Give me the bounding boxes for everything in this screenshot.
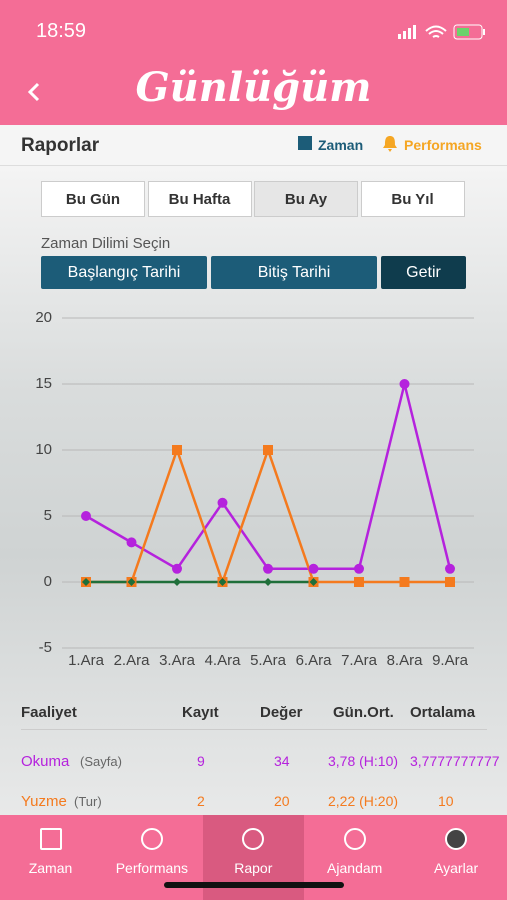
value-cell: 20 [274,793,290,809]
table-header: Gün.Ort. [333,704,394,721]
y-tick-label: -5 [39,639,52,656]
nav-label: Ayarlar [434,860,479,876]
x-tick-label: 3.Ara [159,652,196,669]
daily-cell: 3,78 (H:10) [328,753,399,769]
count-cell: 2 [197,793,205,809]
series-line [85,383,452,571]
app-title: Günlüğüm [135,64,372,111]
x-tick-label: 8.Ara [387,652,424,669]
x-tick-label: 6.Ara [296,652,333,669]
y-tick-label: 10 [35,441,52,458]
data-point [264,578,272,586]
x-tick-label: 5.Ara [250,652,287,669]
back-button[interactable] [24,80,44,104]
nav-icon [140,828,163,850]
data-point [263,445,273,455]
range-label: Zaman Dilimi Seçin [41,235,171,252]
average-cell: 3,7777777777 [410,753,500,769]
daily-cell: 2,22 (H:20) [328,793,399,809]
chart: -5 0 5 10 15 20 1.Ara 2.Ara 3.Ara 4.Ara 5.Ara 6.Ara… [35,309,474,669]
period-tab[interactable]: Bu Gün [41,181,145,217]
activity-unit: (Tur) [74,794,102,809]
x-tick-label: 4.Ara [205,652,242,669]
x-tick-label: 7.Ara [341,652,378,669]
bell-icon [383,136,397,152]
nav-label: Ajandam [327,860,383,876]
y-tick-label: 20 [35,309,52,326]
data-point [127,578,136,586]
data-point [354,577,364,587]
average-cell: 10 [438,793,454,809]
period-tab[interactable]: Bu Hafta [147,181,252,217]
zaman-icon [298,136,312,150]
activity-name: Okuma [21,753,70,770]
nav-icon [39,828,62,850]
nav-label: Zaman [28,860,73,876]
data-point [354,563,364,574]
header-bar [0,0,507,125]
fetch-button[interactable]: Getir [381,256,466,289]
data-point [399,577,410,587]
start-date-button[interactable]: Başlangıç Tarihi [41,256,207,289]
y-tick-label: 0 [44,573,52,590]
data-point [308,563,319,574]
home-indicator [164,882,344,888]
nav-item[interactable]: Zaman [0,815,101,900]
status-icons [398,24,485,40]
nav-item[interactable]: Ajandam [304,815,405,900]
status-time: 18:59 [36,20,87,42]
data-point [126,537,137,548]
data-point [445,563,455,574]
x-tick-label: 1.Ara [68,652,105,669]
nav-item[interactable]: Rapor [203,815,304,900]
data-point [218,578,227,586]
table-header: Kayıt [182,704,219,721]
table-header: Ortalama [410,704,476,721]
nav-icon [242,828,265,850]
table-header: Faaliyet [21,704,77,721]
nav-label: Rapor [234,860,273,876]
y-tick-label: 5 [44,507,52,524]
nav-icon [343,828,366,850]
data-point [217,497,228,508]
end-date-button[interactable]: Bitiş Tarihi [211,256,377,289]
performans-link[interactable]: Performans [404,137,482,153]
y-tick-label: 15 [35,375,52,392]
zaman-link[interactable]: Zaman [318,137,364,153]
data-point [263,563,273,574]
period-tab[interactable]: Bu Ay [254,181,358,217]
activity-name: Yuzme [21,793,67,810]
count-cell: 9 [197,753,205,769]
x-tick-label: 2.Ara [114,652,151,669]
period-tab[interactable]: Bu Yıl [360,181,465,217]
value-cell: 34 [274,753,290,769]
nav-label: Performans [115,860,189,876]
data-point [173,578,181,586]
table-header: Değer [260,704,303,721]
data-point [172,563,182,574]
data-point [172,445,182,455]
nav-icon [445,828,468,850]
page-title: Raporlar [21,135,100,156]
activity-unit: (Sayfa) [80,754,122,769]
nav-item[interactable]: Performans [101,815,202,900]
data-point [81,511,91,521]
table-divider [21,729,487,730]
sub-bar [0,125,507,166]
data-point [445,577,455,587]
data-point [309,578,318,586]
x-tick-label: 9.Ara [432,652,469,669]
nav-item[interactable]: Ayarlar [406,815,507,900]
data-point [82,578,90,586]
data-point [399,379,410,389]
